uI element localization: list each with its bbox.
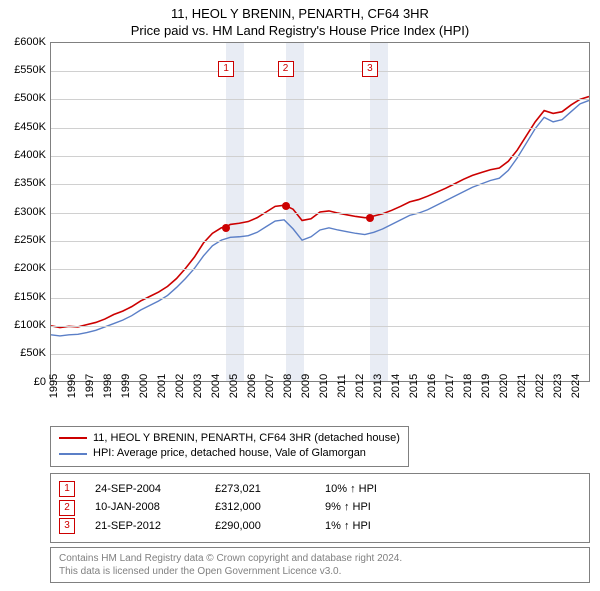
gridline — [51, 128, 589, 129]
x-tick-label: 2004 — [210, 374, 222, 398]
series-hpi — [51, 100, 589, 336]
x-tick-label: 2008 — [282, 374, 294, 398]
y-tick-label: £200K — [14, 262, 46, 274]
gridline — [51, 184, 589, 185]
legend-swatch — [59, 453, 87, 455]
y-tick-label: £250K — [14, 234, 46, 246]
event-date: 24-SEP-2004 — [95, 480, 195, 499]
event-row-marker: 2 — [59, 500, 75, 516]
gridline — [51, 71, 589, 72]
x-tick-label: 2006 — [246, 374, 258, 398]
x-tick-label: 2016 — [426, 374, 438, 398]
gridline — [51, 156, 589, 157]
y-tick-label: £400K — [14, 149, 46, 161]
y-tick-label: £300K — [14, 206, 46, 218]
x-tick-label: 2012 — [354, 374, 366, 398]
x-tick-label: 1998 — [102, 374, 114, 398]
event-row-marker: 3 — [59, 518, 75, 534]
y-tick-label: £450K — [14, 121, 46, 133]
title-line-2: Price paid vs. HM Land Registry's House … — [0, 23, 600, 40]
x-tick-label: 1995 — [48, 374, 60, 398]
plot-area: 1 2 3 — [50, 42, 590, 382]
event-row-marker: 1 — [59, 481, 75, 497]
event-marker-flag: 2 — [278, 61, 294, 77]
x-tick-label: 2002 — [174, 374, 186, 398]
x-tick-label: 2007 — [264, 374, 276, 398]
event-date: 21-SEP-2012 — [95, 517, 195, 536]
footer-attribution: Contains HM Land Registry data © Crown c… — [50, 547, 590, 583]
event-marker-dot — [366, 214, 374, 222]
legend-row: HPI: Average price, detached house, Vale… — [59, 446, 400, 461]
event-marker-flag: 3 — [362, 61, 378, 77]
x-tick-label: 1999 — [120, 374, 132, 398]
x-tick-label: 2015 — [408, 374, 420, 398]
x-tick-label: 2003 — [192, 374, 204, 398]
x-tick-label: 1996 — [66, 374, 78, 398]
gridline — [51, 298, 589, 299]
gridline — [51, 241, 589, 242]
x-tick-label: 2005 — [228, 374, 240, 398]
title-block: 11, HEOL Y BRENIN, PENARTH, CF64 3HR Pri… — [0, 0, 600, 42]
event-row: 3 21-SEP-2012 £290,000 1% ↑ HPI — [59, 517, 581, 536]
event-marker-flag: 1 — [218, 61, 234, 77]
x-tick-label: 2013 — [372, 374, 384, 398]
gridline — [51, 269, 589, 270]
x-tick-label: 2019 — [480, 374, 492, 398]
gridline — [51, 99, 589, 100]
footer-line-1: Contains HM Land Registry data © Crown c… — [59, 552, 581, 565]
event-marker-dot — [222, 224, 230, 232]
line-layer — [51, 43, 589, 381]
x-axis: 1995199619971998199920002001200220032004… — [50, 382, 590, 422]
event-date: 10-JAN-2008 — [95, 498, 195, 517]
event-delta: 1% ↑ HPI — [325, 517, 415, 536]
x-tick-label: 2024 — [570, 374, 582, 398]
footer-line-2: This data is licensed under the Open Gov… — [59, 565, 581, 578]
x-tick-label: 2022 — [534, 374, 546, 398]
x-tick-label: 2014 — [390, 374, 402, 398]
event-row: 1 24-SEP-2004 £273,021 10% ↑ HPI — [59, 480, 581, 499]
x-tick-label: 2010 — [318, 374, 330, 398]
event-price: £290,000 — [215, 517, 305, 536]
x-tick-label: 2017 — [444, 374, 456, 398]
x-tick-label: 2000 — [138, 374, 150, 398]
series-property — [51, 96, 589, 327]
x-tick-label: 2021 — [516, 374, 528, 398]
event-delta: 10% ↑ HPI — [325, 480, 415, 499]
y-tick-label: £500K — [14, 92, 46, 104]
y-tick-label: £150K — [14, 291, 46, 303]
y-tick-label: £550K — [14, 64, 46, 76]
chart-container: 11, HEOL Y BRENIN, PENARTH, CF64 3HR Pri… — [0, 0, 600, 583]
gridline — [51, 326, 589, 327]
x-tick-label: 1997 — [84, 374, 96, 398]
legend-label: 11, HEOL Y BRENIN, PENARTH, CF64 3HR (de… — [93, 431, 400, 446]
y-tick-label: £0 — [34, 376, 46, 388]
gridline — [51, 354, 589, 355]
event-price: £312,000 — [215, 498, 305, 517]
legend-swatch — [59, 437, 87, 439]
chart-area: £0 £50K £100K £150K £200K £250K £300K £350K £400… — [0, 42, 600, 422]
legend: 11, HEOL Y BRENIN, PENARTH, CF64 3HR (de… — [50, 426, 409, 467]
x-tick-label: 2001 — [156, 374, 168, 398]
y-tick-label: £350K — [14, 177, 46, 189]
x-tick-label: 2011 — [336, 374, 348, 398]
event-row: 2 10-JAN-2008 £312,000 9% ↑ HPI — [59, 498, 581, 517]
events-table: 1 24-SEP-2004 £273,021 10% ↑ HPI 2 10-JAN-200… — [50, 473, 590, 543]
legend-label: HPI: Average price, detached house, Vale… — [93, 446, 366, 461]
title-line-1: 11, HEOL Y BRENIN, PENARTH, CF64 3HR — [0, 6, 600, 23]
gridline — [51, 213, 589, 214]
legend-row: 11, HEOL Y BRENIN, PENARTH, CF64 3HR (de… — [59, 431, 400, 446]
event-price: £273,021 — [215, 480, 305, 499]
x-tick-label: 2018 — [462, 374, 474, 398]
y-axis: £0£50K£100K£150K£200K£250K£300K£350K£400… — [0, 42, 50, 382]
x-tick-label: 2009 — [300, 374, 312, 398]
y-tick-label: £100K — [14, 319, 46, 331]
event-delta: 9% ↑ HPI — [325, 498, 415, 517]
event-marker-dot — [282, 202, 290, 210]
y-tick-label: £50K — [20, 347, 46, 359]
x-tick-label: 2020 — [498, 374, 510, 398]
x-tick-label: 2023 — [552, 374, 564, 398]
y-tick-label: £600K — [14, 36, 46, 48]
